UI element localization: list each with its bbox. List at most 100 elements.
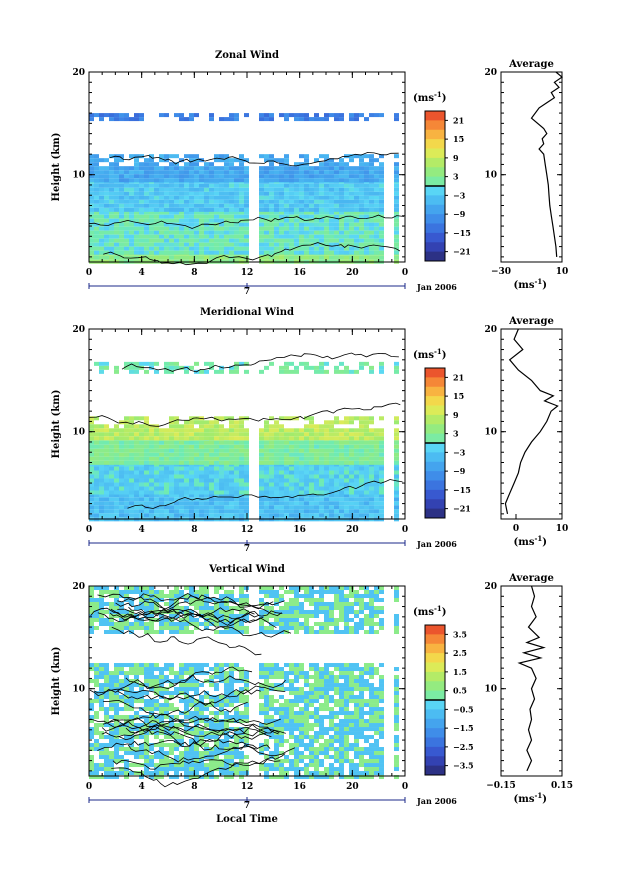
heatmap-cell [284,183,289,188]
heatmap-cell [344,727,349,732]
heatmap-cell [209,174,214,179]
heatmap-cell [174,420,179,425]
heatmap-cell [264,460,269,465]
heatmap-cell [354,509,359,514]
heatmap-cell [299,166,304,171]
heatmap-cell [354,452,359,457]
heatmap-cell [119,436,124,441]
colorbar-swatch [425,508,445,519]
heatmap-cell [144,482,149,487]
heatmap-cell [149,154,154,159]
heatmap-cell [319,444,324,449]
heatmap-cell [289,505,294,510]
heatmap-cell [364,456,369,461]
heatmap-cell [394,113,399,118]
heatmap-cell [344,162,349,167]
heatmap-cell [234,751,239,756]
heatmap-cell [244,493,249,498]
heatmap-cell [324,667,329,672]
heatmap-cell [229,250,234,255]
heatmap-cell [259,731,264,736]
heatmap-cell [119,663,124,668]
heatmap-cell [174,214,179,219]
heatmap-cell [309,174,314,179]
heatmap-cell [374,474,379,479]
heatmap-cell [109,497,114,502]
heatmap-cell [269,162,274,167]
heatmap-cell [329,663,334,668]
heatmap-cell [334,493,339,498]
heatmap-cell [104,747,109,752]
heatmap-cell [199,501,204,506]
heatmap-cell [189,493,194,498]
heatmap-cell [354,755,359,760]
heatmap-cell [194,195,199,200]
heatmap-cell [234,365,239,370]
heatmap-cell [289,683,294,688]
heatmap-cell [329,420,334,425]
heatmap-cell [199,255,204,260]
heatmap-cell [94,482,99,487]
heatmap-cell [279,687,284,692]
heatmap-cell [349,719,354,724]
heatmap-cell [194,444,199,449]
heatmap-cell [179,250,184,255]
heatmap-cell [119,767,124,772]
heatmap-cell [144,230,149,235]
heatmap-cell [114,667,119,672]
heatmap-cell [394,234,399,239]
heatmap-cell [169,460,174,465]
heatmap-cell [239,170,244,175]
heatmap-cell [184,505,189,510]
heatmap-cell [114,158,119,163]
heatmap-cell [364,735,369,740]
heatmap-cell [344,218,349,223]
heatmap-cell [154,166,159,171]
heatmap-cell [304,207,309,212]
heatmap-cell [144,456,149,461]
heatmap-cell [134,210,139,215]
heatmap-cell [314,199,319,204]
heatmap-cell [379,460,384,465]
heatmap-cell [199,246,204,251]
heatmap-cell [229,238,234,243]
heatmap-cell [284,497,289,502]
heatmap-cell [194,255,199,260]
heatmap-cell [269,719,274,724]
heatmap-cell [204,460,209,465]
heatmap-cell [374,170,379,175]
heatmap-cell [179,509,184,514]
heatmap-cell [219,501,224,506]
heatmap-cell [214,226,219,231]
heatmap-cell [109,679,114,684]
heatmap-cell [129,719,134,724]
heatmap-cell [89,242,94,247]
colorbar-tick-label: 15 [453,134,464,144]
heatmap-cell [139,117,144,122]
heatmap-cell [194,166,199,171]
heatmap-cell [214,478,219,483]
heatmap-cell [299,183,304,188]
heatmap-cell [114,695,119,700]
heatmap-cell [189,667,194,672]
heatmap-cell [159,509,164,514]
heatmap-cell [299,743,304,748]
heatmap-cell [374,234,379,239]
heatmap-cell [124,493,129,498]
heatmap-cell [274,456,279,461]
heatmap-cell [319,432,324,437]
heatmap-cell [94,460,99,465]
heatmap-cell [234,238,239,243]
heatmap-cell [284,719,289,724]
x-tick-label: 8 [191,525,197,535]
heatmap-cell [124,699,129,704]
heatmap-cell [334,675,339,680]
heatmap-cell [134,158,139,163]
heatmap-cell [169,747,174,752]
heatmap-cell [114,751,119,756]
heatmap-cell [264,230,269,235]
heatmap-cell [239,432,244,437]
heatmap-cell [394,501,399,506]
heatmap-cell [304,731,309,736]
heatmap-cell [344,667,349,672]
